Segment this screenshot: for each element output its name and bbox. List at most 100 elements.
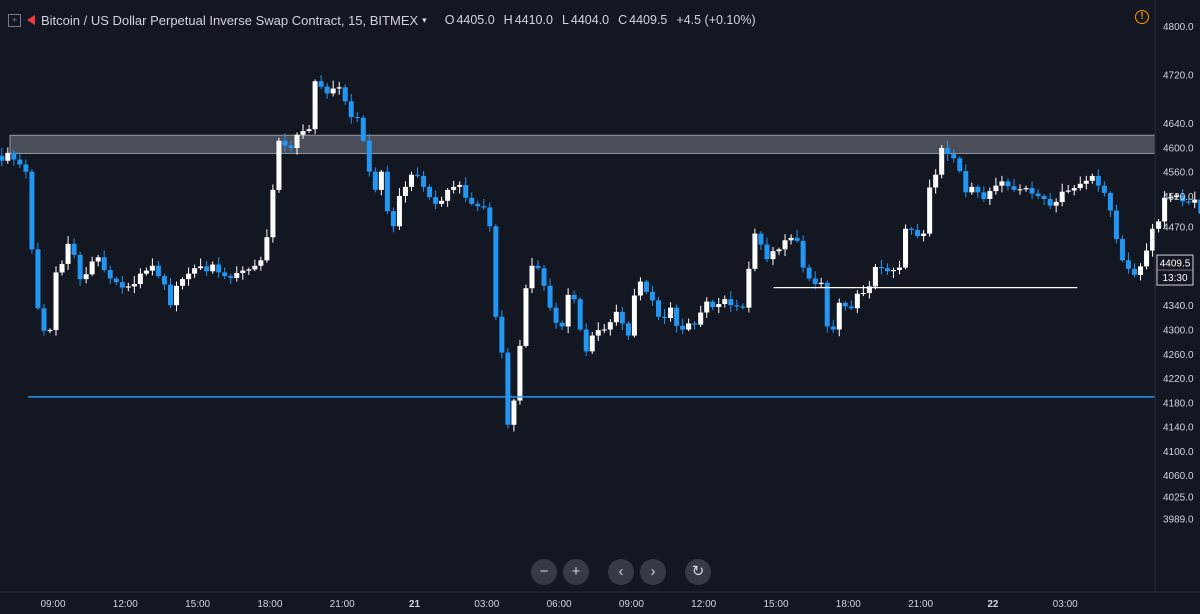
candle [1005, 178, 1011, 191]
candle [583, 323, 589, 357]
candle [716, 297, 722, 314]
zoom-in-button[interactable]: + [563, 559, 589, 585]
candle-body [939, 148, 945, 175]
red-flag-icon[interactable] [27, 15, 35, 25]
candle-body [433, 197, 439, 204]
candle-body [1101, 185, 1107, 193]
candle-body [734, 305, 740, 307]
candle [240, 266, 246, 280]
candle-body [396, 195, 402, 227]
candle-body [824, 282, 830, 327]
candle [1150, 223, 1156, 257]
candle [101, 250, 107, 273]
candle-body [415, 174, 421, 176]
symbol-title[interactable]: Bitcoin / US Dollar Perpetual Inverse Sw… [41, 13, 427, 28]
candle-body [1035, 193, 1041, 196]
scroll-right-button[interactable]: › [640, 559, 666, 585]
candle-body [692, 323, 698, 325]
candle [1095, 169, 1101, 192]
candle [198, 258, 204, 271]
candle-body [897, 267, 903, 271]
candle-body [866, 286, 872, 294]
candle-body [649, 291, 655, 301]
candle-body [65, 243, 71, 264]
candle [975, 185, 981, 198]
zoom-out-button[interactable]: − [531, 559, 557, 585]
candle-body [1180, 195, 1186, 202]
candle [252, 259, 258, 272]
candle [565, 288, 571, 334]
candle [619, 307, 625, 331]
candle-body [776, 249, 782, 252]
candle [125, 282, 131, 292]
candle [921, 229, 927, 242]
resistance-zone-layer [9, 134, 1156, 154]
candle-body [1186, 201, 1192, 203]
low-key: L [561, 13, 569, 27]
time-axis[interactable]: 09:00 12:00 15:00 18:00 21:00 21 03:00 06:00 09:… [40, 599, 1078, 610]
candle-body [372, 171, 378, 190]
candle [529, 257, 535, 294]
resistance-zone[interactable] [9, 134, 1156, 154]
open-key: O [444, 13, 455, 27]
candle-body [246, 269, 252, 271]
candle [1071, 185, 1077, 196]
candle [174, 281, 180, 312]
candle-body [167, 284, 173, 306]
candle-body [746, 268, 752, 308]
price-tick-label: 4140.0 [1163, 423, 1194, 434]
candle-body [47, 330, 53, 332]
scroll-left-button[interactable]: ‹ [608, 559, 634, 585]
candle-body [1089, 175, 1095, 181]
price-tick-label: 4470.0 [1163, 222, 1194, 233]
candle-body [890, 270, 896, 272]
price-tick-label: 4025.0 [1163, 492, 1194, 503]
candle-body [921, 233, 927, 237]
candle-body [547, 285, 553, 308]
candle [1192, 191, 1198, 209]
candle [872, 263, 878, 290]
candle [1053, 198, 1059, 213]
candle-body [89, 261, 95, 275]
candle [830, 319, 836, 334]
candle-body [872, 266, 878, 287]
time-tick-label: 12:00 [113, 599, 138, 610]
candle [1107, 191, 1113, 218]
candle [384, 165, 390, 215]
candle-body [607, 322, 613, 330]
candle [649, 285, 655, 306]
expand-icon[interactable]: + [8, 13, 21, 27]
candle-body [1113, 210, 1119, 240]
time-tick-label: 22 [987, 599, 999, 610]
price-tick-label: 3989.0 [1163, 514, 1194, 525]
chevron-down-icon[interactable]: ▾ [422, 14, 427, 25]
candle [276, 137, 282, 193]
candle-body [770, 251, 776, 260]
reset-chart-button[interactable]: ↻ [685, 559, 711, 585]
candle-body [1053, 202, 1059, 206]
candle [553, 302, 559, 329]
candle [517, 339, 523, 405]
candle [752, 228, 758, 272]
candle-body [1017, 189, 1023, 191]
alert-icon[interactable]: ! [1135, 10, 1149, 24]
candle-body [95, 257, 101, 262]
candle-body [192, 268, 198, 274]
candle-body [384, 171, 390, 212]
candle-body [1011, 186, 1017, 190]
candle [734, 299, 740, 311]
candles-layer [0, 75, 1200, 432]
candle-body [125, 286, 131, 288]
candle-body [204, 266, 210, 272]
candle [306, 124, 312, 133]
candle [234, 266, 240, 282]
candle [535, 260, 541, 271]
candle [427, 184, 433, 200]
candle-body [1131, 268, 1137, 275]
low-value: 4404.0 [570, 13, 610, 27]
candle [445, 188, 451, 207]
candle [210, 261, 216, 274]
candle [1131, 263, 1137, 278]
candle-body [854, 293, 860, 309]
